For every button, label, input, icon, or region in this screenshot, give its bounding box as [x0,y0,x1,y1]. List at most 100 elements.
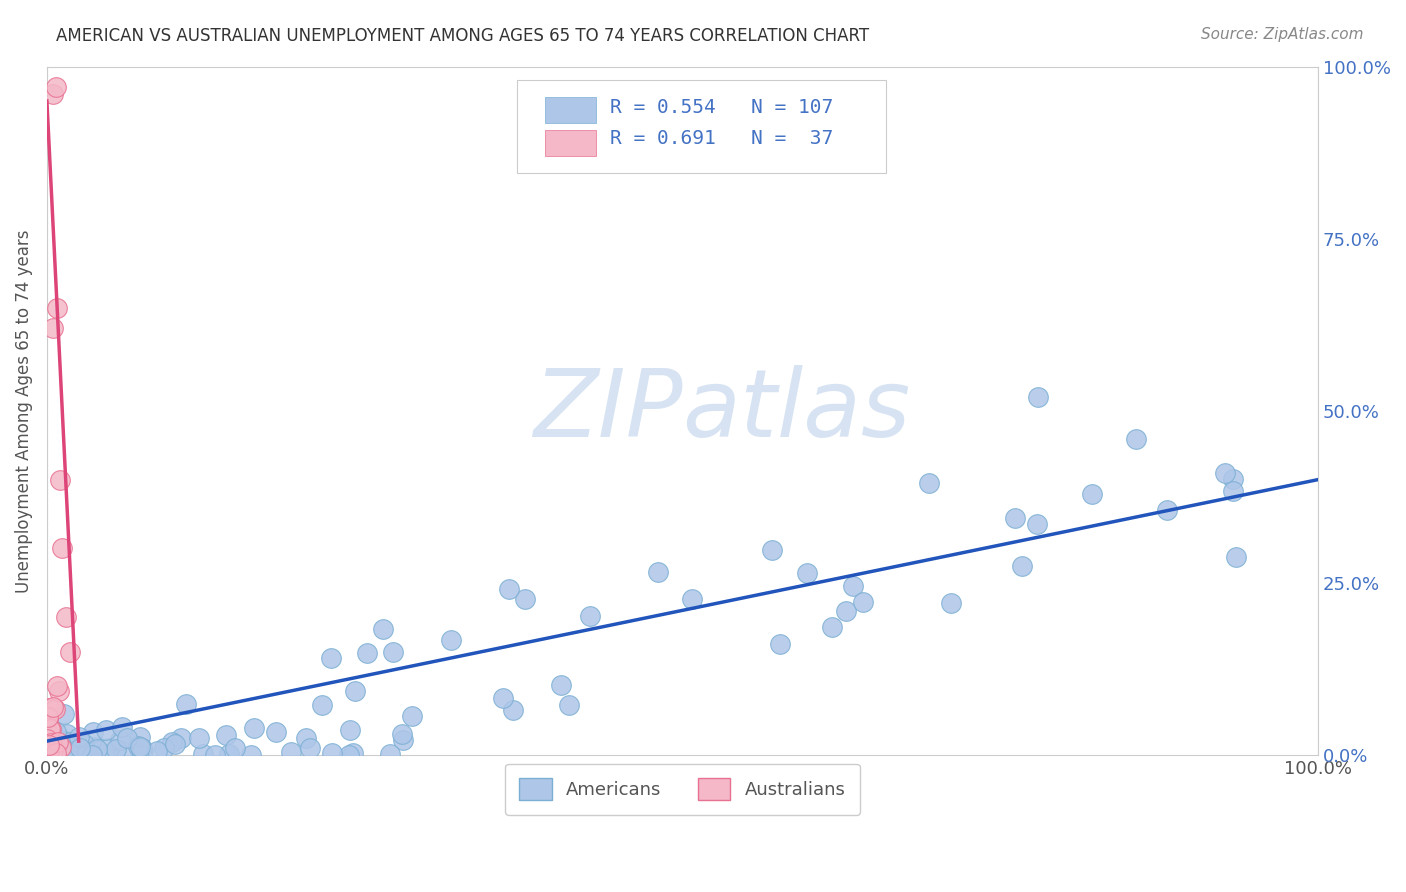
Point [42,321,65,335]
Text: ZIP: ZIP [533,365,682,456]
Point [224,741,246,756]
Y-axis label: Unemployment Among Ages 65 to 74 years: Unemployment Among Ages 65 to 74 years [15,229,32,592]
Point [111,744,134,758]
Point [295,731,318,745]
Point [45,724,67,739]
Point [127,739,149,754]
Point [49,740,72,755]
Point [38,741,60,756]
Point [204,747,226,762]
Point [1125,433,1147,447]
Point [69,740,91,755]
Point [280,745,302,759]
FancyBboxPatch shape [546,97,596,123]
Point [94,723,117,738]
Point [339,723,361,738]
Point [343,684,366,698]
Point [38,738,60,752]
Point [356,646,378,660]
Point [321,746,343,760]
Point [46,679,69,693]
Point [401,709,423,723]
Point [796,566,818,580]
Point [56,727,79,741]
Point [311,698,333,712]
Point [1080,486,1102,500]
Point [187,731,209,745]
Point [60,743,83,757]
Point [852,595,875,609]
Point [39,733,62,747]
Point [56,747,79,761]
Text: AMERICAN VS AUSTRALIAN UNEMPLOYMENT AMONG AGES 65 TO 74 YEARS CORRELATION CHART: AMERICAN VS AUSTRALIAN UNEMPLOYMENT AMON… [56,27,869,45]
Point [86,742,108,756]
FancyBboxPatch shape [546,130,596,156]
Point [215,727,238,741]
Text: Source: ZipAtlas.com: Source: ZipAtlas.com [1201,27,1364,42]
Point [160,735,183,749]
Point [264,724,287,739]
Point [37,710,59,724]
Point [319,651,342,665]
Point [835,604,858,618]
Point [38,701,60,715]
Point [131,740,153,755]
Point [42,87,65,102]
Point [769,636,792,650]
Point [842,579,865,593]
Point [67,731,90,745]
Point [558,698,581,712]
Point [193,747,215,761]
Point [681,592,703,607]
Point [37,745,59,759]
Point [342,747,364,761]
Point [58,744,80,758]
Point [49,745,72,759]
Point [174,697,197,711]
Point [41,737,63,751]
Point [1222,483,1244,498]
Point [337,747,360,762]
Point [105,742,128,756]
Point [110,721,132,735]
Point [298,741,321,756]
FancyBboxPatch shape [517,80,886,173]
Point [117,731,139,745]
Point [242,722,264,736]
Point [45,80,67,95]
Point [371,622,394,636]
Point [1213,466,1236,480]
Point [129,731,152,745]
Point [579,609,602,624]
Point [39,722,62,736]
Point [1225,550,1247,565]
Text: R = 0.554   N = 107: R = 0.554 N = 107 [610,97,834,117]
Point [1156,503,1178,517]
Point [44,702,66,716]
Point [42,743,65,757]
Point [55,740,77,755]
Point [56,738,79,752]
Point [51,541,73,556]
Point [939,596,962,610]
Point [66,747,89,761]
Point [1026,517,1049,532]
Point [513,591,536,606]
Point [378,747,401,761]
Point [218,747,240,761]
Point [46,735,69,749]
Point [73,746,96,760]
Point [502,702,524,716]
Point [1222,472,1244,486]
Point [918,476,941,491]
Point [76,745,98,759]
Point [761,542,783,557]
Point [39,736,62,750]
Point [37,712,59,726]
Point [170,731,193,746]
Point [128,739,150,754]
Point [41,732,63,747]
Point [38,734,60,748]
Point [51,734,73,748]
Point [41,747,63,761]
